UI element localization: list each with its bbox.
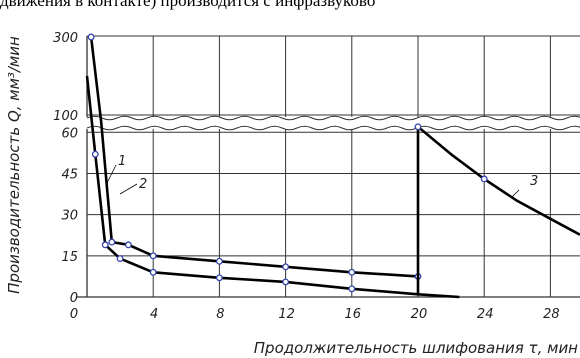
series-2-point: [101, 241, 109, 249]
y-tick-label: 15: [61, 250, 78, 265]
curve-label-2: 2: [139, 177, 147, 192]
y-tick-label: 100: [53, 109, 78, 124]
top-text-fragment: движения в контакте) производится с инфр…: [0, 0, 376, 10]
x-tick-label: 0: [70, 307, 78, 322]
x-tick-label: 20: [411, 307, 428, 322]
y-tick-label: 0: [70, 291, 78, 306]
y-tick-label: 300: [53, 31, 78, 46]
x-tick-label: 16: [345, 307, 362, 322]
series-2-point: [91, 150, 99, 158]
y-tick-label: 30: [61, 209, 78, 224]
y-axis-label: Производительность Q, мм³/мин: [5, 36, 23, 294]
x-tick-label: 12: [278, 307, 295, 322]
x-tick-label: 8: [216, 307, 224, 322]
curve-label-2-leader: [119, 183, 138, 195]
y-tick-label: 45: [61, 167, 78, 182]
series-1-point: [124, 241, 132, 249]
series-2-point: [149, 268, 157, 276]
series-1-point: [282, 263, 290, 271]
series-1-point: [149, 252, 157, 260]
series-1-point: [348, 268, 356, 276]
x-tick-label: 24: [477, 307, 494, 322]
series-1-line: [89, 36, 419, 278]
series-2-point: [215, 274, 223, 282]
series-2-line: [85, 75, 460, 299]
curve-label-3: 3: [530, 174, 538, 189]
series-2-point: [282, 278, 290, 286]
y-tick-label: 60: [61, 126, 78, 141]
series-3-point: [480, 175, 488, 183]
x-tick-label: 28: [543, 307, 560, 322]
series-1-point: [108, 238, 116, 246]
axis-break-wave: [86, 115, 580, 121]
curve-label-1: 1: [118, 154, 126, 169]
axis-break-wave: [86, 125, 580, 131]
series-2-point: [116, 255, 124, 263]
series-1-point: [215, 257, 223, 265]
series-3-point: [414, 123, 422, 131]
series-2-point: [348, 285, 356, 293]
x-tick-label: 4: [150, 307, 158, 322]
curve-label-1-leader: [106, 164, 117, 184]
curve-label-3-leader: [510, 189, 520, 199]
x-axis-label: Продолжительность шлифования τ, мин: [254, 339, 578, 357]
series-3-line: [416, 125, 580, 295]
series-1-point: [87, 33, 95, 41]
